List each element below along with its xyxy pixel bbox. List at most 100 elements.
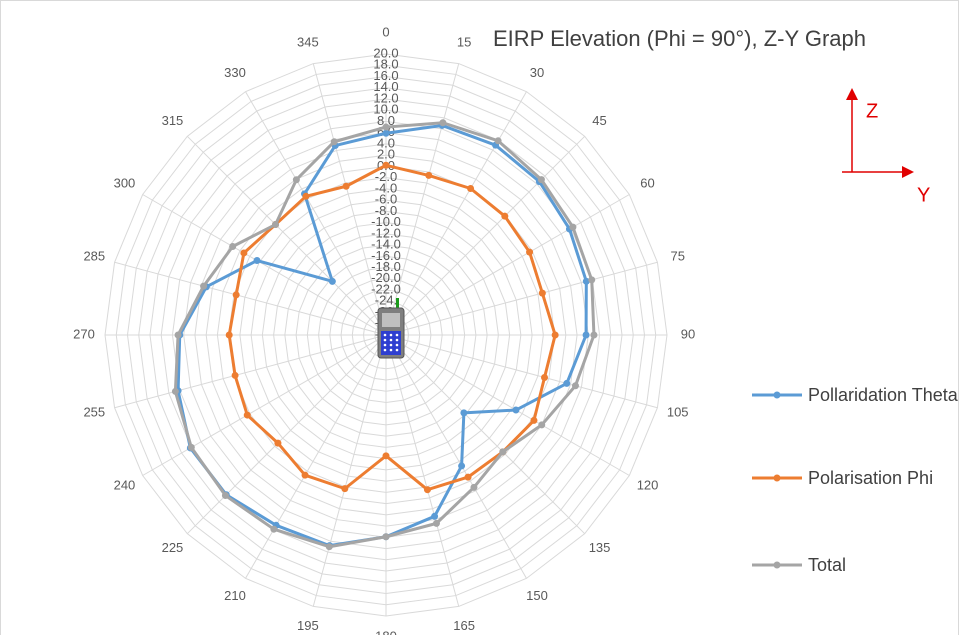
point (382, 129, 390, 137)
point (526, 248, 534, 256)
angle-label: 270 (73, 326, 95, 341)
r-tick-label: -6.0 (375, 192, 397, 207)
r-tick-label: -20.0 (371, 270, 401, 285)
angle-label: 135 (589, 540, 611, 555)
r-tick-label: -12.0 (371, 225, 401, 240)
spoke (385, 194, 630, 336)
spoke (385, 261, 658, 336)
point (458, 462, 466, 470)
spoke (245, 334, 387, 579)
angle-label: 45 (592, 113, 606, 128)
r-tick-label: -18.0 (371, 259, 401, 274)
point (460, 409, 468, 417)
point (582, 277, 590, 285)
point (200, 282, 208, 290)
r-tick-label: -10.0 (371, 214, 401, 229)
point (171, 387, 179, 395)
r-tick-label: -24. (375, 293, 397, 308)
angle-label: 240 (114, 477, 136, 492)
r-tick-label: 10.0 (373, 102, 398, 117)
angle-label: 165 (453, 618, 475, 633)
point (341, 485, 349, 493)
radial-ticks: 20.018.016.014.012.010.08.06.04.02.00.0-… (371, 45, 401, 341)
angle-label: 225 (162, 540, 184, 555)
angle-label: 315 (162, 113, 184, 128)
spoke (385, 135, 586, 336)
point (382, 533, 390, 541)
legend-marker (773, 391, 781, 399)
point (221, 492, 229, 500)
spoke (385, 63, 460, 336)
point (582, 331, 590, 339)
legend-label: Pollaridation Theta (808, 385, 958, 405)
chart-title: EIRP Elevation (Phi = 90°), Z-Y Graph (493, 26, 866, 51)
series (171, 119, 598, 551)
point (187, 443, 195, 451)
spoke (312, 63, 387, 336)
spoke (385, 334, 630, 476)
spoke (385, 91, 527, 336)
point (292, 176, 300, 184)
point (270, 525, 278, 533)
point (494, 137, 502, 145)
angle-label: 210 (224, 588, 246, 603)
spoke (186, 135, 387, 336)
r-tick-label: 14.0 (373, 79, 398, 94)
phone-icon (377, 298, 405, 359)
point (439, 119, 447, 127)
spoke (142, 334, 387, 476)
angle-label: 285 (83, 248, 105, 263)
angle-label: 60 (640, 175, 654, 190)
point (232, 291, 240, 299)
point (229, 242, 237, 250)
spoke (142, 194, 387, 336)
point (541, 373, 549, 381)
point (537, 176, 545, 184)
r-tick-label: -14.0 (371, 237, 401, 252)
point (563, 379, 571, 387)
point (272, 221, 280, 229)
spoke (186, 334, 387, 535)
angle-label: 330 (224, 65, 246, 80)
point (432, 519, 440, 527)
angle-label: 195 (297, 618, 319, 633)
point (588, 276, 596, 284)
spoke (114, 261, 387, 336)
point (328, 277, 336, 285)
point (569, 223, 577, 231)
r-tick-label: -22.0 (371, 281, 401, 296)
point (382, 452, 390, 460)
point (382, 123, 390, 131)
r-tick-label: -2.0 (375, 169, 397, 184)
point (240, 249, 248, 257)
r-tick-label: -8.0 (375, 203, 397, 218)
point (243, 411, 251, 419)
r-tick-label: -16.0 (371, 248, 401, 263)
spoke (312, 334, 387, 607)
point (231, 371, 239, 379)
point (302, 192, 310, 200)
r-tick-label: 20.0 (373, 45, 398, 60)
r-tick-label: 16.0 (373, 68, 398, 83)
point (382, 161, 390, 169)
point (342, 182, 350, 190)
point (464, 473, 472, 481)
r-tick-label: 18.0 (373, 57, 398, 72)
point (174, 331, 182, 339)
point (301, 471, 309, 479)
r-tick-label: 2.0 (377, 147, 395, 162)
point (330, 138, 338, 146)
point (538, 421, 546, 429)
angle-label: 150 (526, 588, 548, 603)
legend-label: Polarisation Phi (808, 468, 934, 488)
angle-label: 15 (457, 35, 471, 50)
spoke (385, 334, 586, 535)
point (530, 416, 538, 424)
angle-labels: 0 15 30 45 60 75 90 105 120 135 150 165 180 195 210 225… (73, 24, 695, 635)
annotation: Y (917, 184, 930, 206)
point (431, 512, 439, 520)
point (470, 483, 478, 491)
point (253, 257, 261, 265)
